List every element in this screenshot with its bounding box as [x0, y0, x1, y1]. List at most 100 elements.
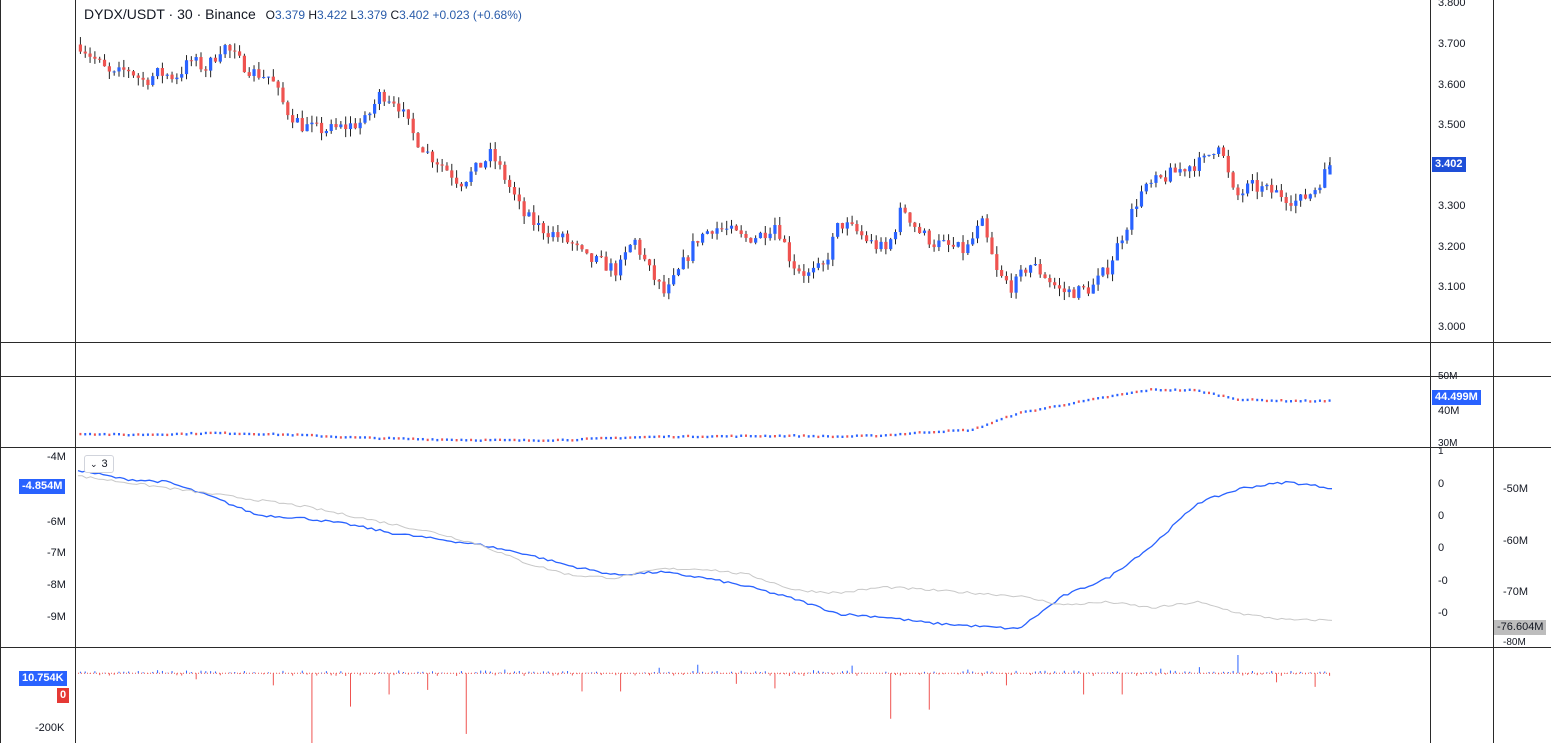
candle-body: [758, 232, 763, 239]
candle-body: [319, 122, 324, 134]
candle-body: [604, 256, 608, 271]
candle-body: [527, 212, 531, 217]
candle-body: [1294, 200, 1298, 206]
candle-body: [700, 233, 705, 243]
candle-body: [1096, 275, 1100, 285]
candle-body: [406, 109, 410, 119]
candle-body: [257, 69, 261, 78]
candle-body: [778, 225, 782, 239]
candle-body: [966, 244, 970, 254]
candle-body: [194, 57, 198, 61]
candle-body: [1159, 175, 1163, 178]
candle-body: [990, 237, 994, 255]
candle-body: [1135, 206, 1139, 209]
candle-body: [898, 207, 902, 233]
indicator-collapse-button[interactable]: ⌄ 3: [84, 455, 114, 473]
candle-body: [1308, 194, 1312, 199]
open-value: 3.379: [274, 8, 305, 22]
cvd-mid-tick: 1: [1438, 446, 1444, 457]
last-candle-body: [1328, 165, 1332, 175]
candle-body: [1212, 154, 1216, 156]
candle-body: [151, 76, 155, 86]
candle-body: [218, 54, 222, 62]
candle-body: [204, 69, 208, 71]
candle-body: [160, 68, 165, 76]
candle-body: [189, 60, 193, 62]
candle-body: [339, 124, 343, 128]
candle-body: [512, 187, 517, 195]
candle-body: [811, 267, 816, 273]
candle-body: [315, 122, 319, 124]
candle-body: [623, 252, 628, 260]
candle-body: [368, 113, 372, 116]
candle-body: [93, 56, 97, 59]
candle-body: [459, 183, 464, 187]
candle-body: [170, 74, 174, 80]
price-tick: 3.200: [1438, 241, 1466, 253]
candle-body: [575, 243, 579, 246]
cvd-line-gray: [77, 475, 1333, 622]
change-value: +0.023 (+0.68%): [432, 8, 522, 22]
candle-body: [1019, 269, 1023, 277]
candle-body: [1038, 264, 1042, 275]
candle-body: [879, 241, 883, 250]
candle-body: [1250, 180, 1255, 184]
symbol-header[interactable]: DYDX/USDT · 30 · Binance O3.379 H3.422 L…: [84, 6, 522, 22]
candle-body: [392, 101, 396, 104]
candle-body: [474, 162, 478, 172]
cvd-right-last-tag: -76.604M: [1494, 620, 1547, 635]
candle-body: [1284, 197, 1288, 204]
candle-body: [541, 223, 546, 234]
candle-body: [1168, 167, 1173, 182]
cvd-left-tick: -6M: [47, 516, 66, 528]
candle-body: [1231, 172, 1235, 188]
candle-body: [855, 224, 859, 232]
candle-body: [300, 118, 304, 132]
candle-body: [1120, 240, 1124, 244]
cvd-left-tick: -8M: [47, 579, 66, 591]
candle-body: [1067, 289, 1071, 293]
candle-body: [1192, 166, 1197, 171]
price-tick: 3.100: [1438, 281, 1466, 293]
candle-body: [1043, 274, 1047, 279]
cvd-mid-tick: 0: [1438, 542, 1445, 554]
candle-body: [744, 233, 748, 238]
candle-body: [918, 226, 922, 234]
candle-body: [720, 228, 724, 230]
price-tick: 3.500: [1438, 119, 1466, 131]
candle-body: [286, 102, 290, 116]
candle-body: [686, 257, 690, 261]
candle-body: [223, 45, 227, 55]
candle-body: [1053, 282, 1057, 286]
candle-body: [127, 69, 131, 72]
cvd-left-tick: -4M: [47, 451, 66, 463]
candle-body: [1183, 169, 1187, 172]
candle-body: [141, 77, 145, 80]
candle-body: [242, 55, 246, 73]
candle-body: [807, 272, 811, 276]
candle-body: [1009, 280, 1013, 293]
high-label: H: [308, 8, 318, 22]
candle-body: [850, 222, 854, 225]
symbol-name: DYDX/USDT: [84, 6, 165, 22]
candle-body: [942, 240, 946, 242]
candle-body: [1033, 264, 1037, 266]
open-label: O: [265, 8, 275, 22]
collapse-count: 3: [101, 458, 108, 470]
candle-body: [1255, 180, 1259, 192]
candle-body: [922, 230, 927, 234]
candle-body: [932, 244, 936, 248]
candle-body: [1178, 169, 1182, 173]
candle-body: [618, 259, 623, 276]
cvd-mid-tick: -0: [1438, 607, 1448, 619]
pane-divider-delta: [0, 647, 1551, 648]
chevron-down-icon: ⌄: [90, 459, 98, 469]
candle-body: [445, 165, 449, 171]
candle-body: [1217, 147, 1221, 155]
cvd-mid-tick: 0: [1438, 478, 1445, 490]
cvd-right-tick: -80M: [1503, 637, 1526, 648]
candle-body: [184, 60, 189, 75]
high-value: 3.422: [317, 8, 348, 22]
candle-body: [1101, 267, 1105, 276]
